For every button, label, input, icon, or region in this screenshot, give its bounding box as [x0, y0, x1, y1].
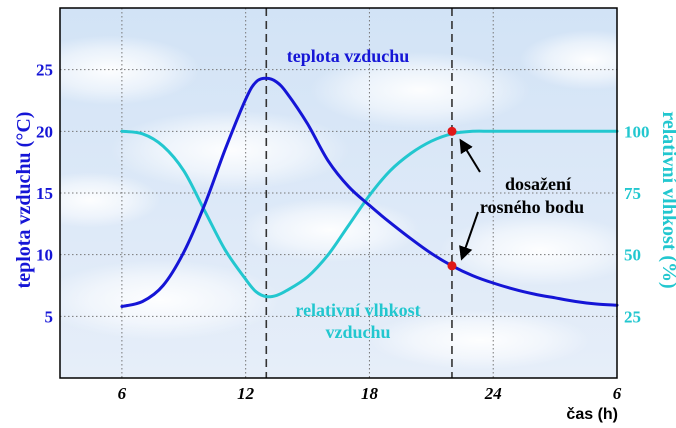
dew-point-label-line2: rosného bodu — [480, 197, 584, 217]
cloud — [20, 35, 200, 105]
temperature-series-line — [120, 76, 619, 308]
right-axis-ticks: 25 50 75 100 — [624, 122, 650, 326]
temperature-series-label: teplota vzduchu — [287, 46, 410, 66]
left-axis-ticks: 5 10 15 20 25 — [36, 61, 53, 327]
x-tick-label: 18 — [361, 384, 379, 403]
left-tick-label: 5 — [45, 307, 54, 326]
x-axis-ticks: 6 12 18 24 6 — [118, 384, 622, 403]
dew-point-marker — [447, 261, 457, 271]
dew-point-marker — [447, 126, 457, 136]
x-tick-label: 6 — [613, 384, 622, 403]
cloud — [370, 310, 590, 370]
left-tick-label: 10 — [36, 246, 53, 265]
right-tick-label: 75 — [624, 184, 641, 203]
humidity-series-label: relativní vlhkost — [295, 300, 420, 320]
x-tick-label: 24 — [484, 384, 502, 403]
cloud — [440, 214, 640, 286]
cloud — [240, 198, 420, 262]
x-tick-label: 6 — [118, 384, 127, 403]
right-tick-label: 25 — [624, 307, 641, 326]
arrow-to-lower-point — [459, 211, 479, 261]
dew-point-label: dosažení — [505, 174, 572, 194]
event-lines — [265, 8, 453, 378]
cloud — [520, 30, 660, 90]
left-tick-label: 20 — [36, 122, 53, 141]
x-axis-label: čas (h) — [566, 406, 618, 423]
right-axis-label: relativní vlhkost (%) — [658, 111, 676, 288]
humidity-series-label-line2: vzduchu — [325, 322, 390, 342]
plot-frame — [59, 7, 618, 379]
dew-point-markers — [447, 126, 457, 271]
left-axis-label: teplota vzduchu (°C) — [13, 112, 35, 289]
cloud — [40, 260, 280, 340]
left-tick-label: 25 — [36, 61, 53, 80]
right-tick-label: 100 — [624, 122, 650, 141]
cloud — [310, 52, 530, 128]
arrow-to-upper-point — [459, 138, 481, 173]
left-tick-label: 15 — [36, 184, 53, 203]
cloud — [20, 172, 160, 228]
x-tick-label: 12 — [237, 384, 255, 403]
cloud — [110, 110, 350, 190]
right-tick-label: 50 — [624, 246, 641, 265]
